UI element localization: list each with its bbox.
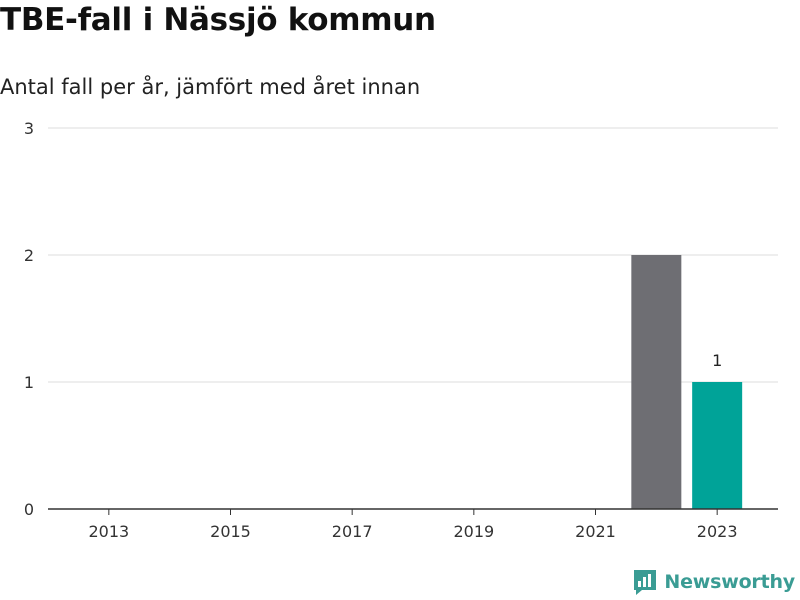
bar-2023	[692, 382, 743, 509]
x-tick-label: 2019	[453, 522, 494, 541]
y-tick-label: 1	[24, 373, 34, 392]
x-tick-label: 2015	[210, 522, 251, 541]
x-tick-label: 2023	[697, 522, 738, 541]
x-tick-label: 2017	[332, 522, 373, 541]
x-tick-label: 2021	[575, 522, 616, 541]
chart-subtitle: Antal fall per år, jämfört med året inna…	[0, 75, 421, 99]
data-label-2023: 1	[712, 351, 722, 370]
y-tick-label: 3	[24, 119, 34, 138]
chart-title: TBE-fall i Nässjö kommun	[0, 2, 436, 38]
y-tick-label: 0	[24, 500, 34, 519]
brand-name: Newsworthy	[664, 571, 795, 593]
brand-logo: Newsworthy	[632, 568, 795, 596]
bar-2022	[631, 255, 682, 509]
y-tick-label: 2	[24, 246, 34, 265]
newsworthy-logo-icon	[632, 568, 658, 596]
x-tick-label: 2013	[88, 522, 129, 541]
